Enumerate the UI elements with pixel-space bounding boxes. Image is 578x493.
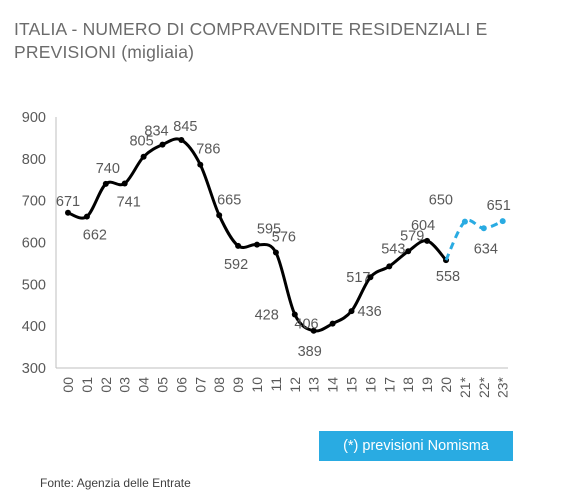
y-tick-label: 600	[22, 236, 46, 252]
x-tick-label: 20	[438, 377, 454, 393]
source-note: Fonte: Agenzia delle Entrate	[40, 476, 191, 490]
data-label: 805	[129, 134, 153, 150]
x-tick-label: 11	[268, 377, 284, 392]
forecast-data-point	[499, 218, 506, 225]
x-tick-label: 23*	[495, 376, 511, 398]
data-point	[348, 308, 355, 315]
data-label: 543	[381, 241, 405, 257]
x-tick-label: 16	[362, 377, 378, 393]
x-tick-label: 09	[230, 377, 246, 393]
data-label: 428	[255, 307, 279, 323]
forecast-series-line	[444, 218, 504, 261]
y-tick-label: 800	[22, 152, 46, 168]
y-tick-label: 500	[22, 277, 46, 293]
data-label: 558	[436, 269, 460, 285]
data-label: 595	[257, 222, 281, 238]
chart-title-line-2: PREVISIONI (migliaia)	[14, 42, 195, 62]
x-tick-label: 12	[287, 377, 303, 393]
chart-title: ITALIA - NUMERO DI COMPRAVENDITE RESIDEN…	[14, 18, 554, 64]
data-point	[65, 209, 71, 216]
data-point	[140, 153, 147, 160]
data-label: 650	[429, 193, 453, 209]
data-point	[329, 320, 336, 327]
data-point	[386, 263, 393, 270]
data-label: 651	[487, 198, 511, 214]
data-label: 592	[224, 257, 248, 273]
x-tick-label: 08	[211, 377, 227, 393]
data-point	[310, 327, 317, 334]
x-tick-label: 03	[117, 377, 133, 393]
y-tick-label: 400	[22, 319, 46, 335]
data-label: 576	[272, 230, 296, 246]
data-label: 740	[96, 161, 120, 177]
data-label: 665	[217, 192, 241, 208]
x-tick-label: 10	[249, 377, 265, 393]
data-label: 662	[83, 228, 107, 244]
x-tick-label: 19	[419, 377, 435, 393]
data-point	[235, 242, 242, 249]
x-tick-label: 15	[344, 377, 360, 393]
x-tick-label: 02	[98, 377, 114, 393]
data-point	[159, 141, 166, 148]
forecast-data-point	[461, 218, 468, 225]
data-label: 786	[196, 142, 220, 158]
x-tick-label: 21*	[457, 376, 473, 398]
data-label: 436	[358, 304, 382, 320]
forecast-note-badge: (*) previsioni Nomisma	[319, 431, 513, 461]
x-tick-label: 14	[325, 377, 341, 393]
x-tick-label: 17	[381, 377, 397, 393]
data-label: 389	[298, 344, 322, 360]
data-point	[83, 213, 90, 220]
data-point	[405, 248, 412, 255]
data-point	[291, 311, 298, 318]
data-label: 671	[56, 194, 80, 210]
data-point	[367, 274, 374, 281]
data-label: 517	[346, 270, 370, 286]
y-tick-label: 300	[22, 361, 46, 377]
x-tick-label: 18	[400, 377, 416, 393]
x-tick-label: 05	[155, 377, 171, 393]
data-point	[102, 180, 109, 187]
x-tick-label: 04	[136, 377, 152, 393]
data-label: 834	[144, 124, 168, 140]
data-point	[121, 180, 128, 187]
data-point	[197, 161, 204, 168]
data-label: 604	[411, 218, 435, 234]
chart-title-line-1: ITALIA - NUMERO DI COMPRAVENDITE RESIDEN…	[14, 19, 488, 39]
data-point	[272, 249, 279, 256]
x-tick-label: 00	[60, 377, 76, 393]
data-label: 741	[117, 195, 141, 211]
x-tick-label: 06	[173, 377, 189, 393]
data-label: 406	[294, 317, 318, 333]
x-tick-label: 13	[306, 377, 322, 393]
forecast-data-point	[480, 225, 487, 232]
x-tick-label: 01	[79, 377, 95, 393]
y-tick-label: 900	[22, 110, 46, 126]
x-tick-label: 22*	[476, 376, 492, 398]
data-point	[424, 237, 431, 244]
data-label: 579	[400, 228, 424, 244]
data-label: 634	[474, 241, 498, 257]
y-tick-label: 700	[22, 194, 46, 210]
data-point	[216, 212, 223, 219]
x-tick-label: 07	[192, 377, 208, 393]
data-point	[254, 241, 260, 248]
data-label: 845	[173, 119, 197, 135]
data-point	[178, 137, 185, 144]
